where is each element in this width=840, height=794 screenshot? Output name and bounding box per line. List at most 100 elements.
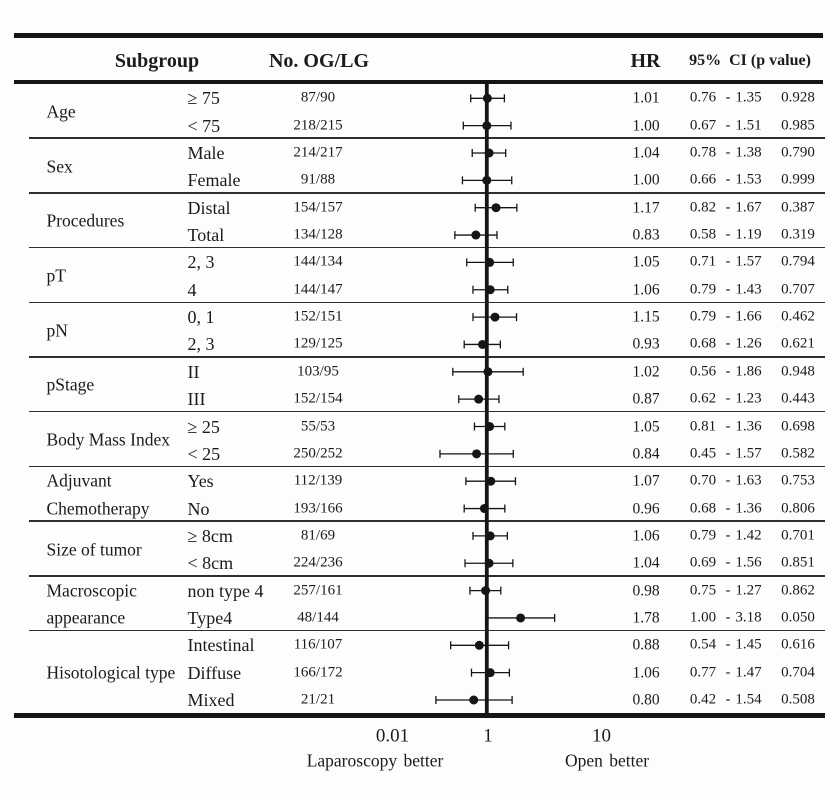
ci-low-cell: 0.75 (689, 582, 717, 599)
category-cell: < 75 (187, 115, 221, 136)
ci-low-cell: 1.00 (689, 609, 717, 626)
ci-low-cell: 0.67 (689, 117, 717, 134)
n-og-lg-cell: 218/215 (293, 117, 343, 134)
hr-marker (484, 558, 494, 568)
ci-high-cell: 1.42 (735, 527, 762, 544)
p-value-cell: 0.851 (781, 554, 815, 571)
ci-high-cell: 1.23 (735, 390, 762, 407)
category-cell: Diffuse (187, 662, 242, 683)
ci-dash: - (725, 527, 731, 544)
p-value-cell: 0.794 (781, 253, 815, 270)
group-separator-line (29, 575, 825, 577)
n-og-lg-cell: 224/236 (293, 554, 343, 571)
ci-dash: - (725, 308, 731, 325)
n-og-lg-cell: 134/128 (293, 226, 343, 243)
hr-cell: 0.84 (632, 445, 660, 463)
ci-high-cell: 1.57 (735, 445, 762, 462)
group-separator-line (29, 356, 825, 358)
ci-high-cell: 1.38 (735, 144, 762, 161)
ci-high-cell: 1.56 (735, 554, 762, 571)
hr-marker (485, 531, 495, 541)
hr-marker (485, 422, 495, 431)
x-axis-tick-label: 0.01 (375, 725, 410, 746)
p-value-cell: 0.806 (781, 500, 815, 517)
category-cell: Mixed (187, 690, 235, 710)
ci-high-cell: 1.19 (735, 226, 762, 243)
ci-low-cell: 0.76 (689, 89, 717, 106)
hr-marker (471, 230, 481, 240)
ci-dash: - (725, 171, 731, 188)
ci-dash: - (725, 144, 731, 161)
group-separator-line (29, 246, 825, 249)
group-label-line: Adjuvant (46, 470, 112, 491)
ci-low-cell: 0.66 (689, 171, 717, 188)
category-cell: < 8cm (187, 553, 234, 574)
p-value-cell: 0.508 (781, 691, 815, 708)
category-cell: Total (187, 225, 225, 246)
hr-marker (482, 175, 492, 185)
ci-high-cell: 3.18 (735, 609, 762, 626)
p-value-cell: 0.443 (781, 390, 815, 407)
ci-dash: - (725, 691, 731, 708)
hr-cell: 0.88 (632, 636, 660, 654)
group-separator-line (29, 520, 825, 522)
hr-marker (516, 613, 526, 623)
ci-dash: - (725, 418, 731, 434)
p-value-cell: 0.928 (781, 89, 815, 106)
p-value-cell: 0.999 (781, 171, 815, 188)
ci-low-cell: 0.70 (689, 472, 717, 489)
ci-high-cell: 1.47 (735, 664, 762, 681)
p-value-cell: 0.387 (781, 199, 815, 216)
category-cell: 4 (187, 279, 197, 300)
axis-rule (14, 713, 825, 718)
ci-low-cell: 0.56 (689, 363, 717, 380)
column-header-ci-p-value: 95% CI (p value) (689, 52, 811, 69)
n-og-lg-cell: 144/147 (293, 281, 343, 298)
ci-high-cell: 1.51 (735, 117, 762, 134)
ci-dash: - (725, 390, 731, 407)
ci-dash: - (725, 664, 731, 681)
ci-high-cell: 1.57 (735, 253, 762, 270)
ci-dash: - (725, 582, 731, 599)
x-axis-tick-label: 1 (483, 725, 493, 746)
p-value-cell: 0.462 (781, 308, 815, 325)
ci-dash: - (725, 335, 731, 352)
n-og-lg-cell: 152/151 (293, 308, 343, 325)
category-cell: 2, 3 (187, 252, 215, 273)
n-og-lg-cell: 214/217 (293, 144, 343, 161)
category-cell: II (187, 361, 200, 382)
hr-cell: 1.01 (632, 89, 660, 107)
ci-low-cell: 0.79 (689, 527, 717, 544)
ci-high-cell: 1.86 (735, 363, 762, 380)
group-separator-line (29, 410, 825, 413)
ci-low-cell: 0.79 (689, 281, 717, 298)
n-og-lg-cell: 250/252 (293, 445, 343, 462)
group-separator-line (29, 137, 825, 139)
ci-low-cell: 0.78 (689, 144, 717, 161)
ci-high-cell: 1.54 (735, 691, 762, 708)
group-separator-line (29, 301, 825, 304)
hr-marker (491, 203, 501, 213)
hr-cell: 0.98 (632, 581, 660, 599)
column-header-no-og-lg: No. OG/LG (268, 50, 370, 72)
hr-cell: 1.02 (632, 363, 660, 381)
category-cell: Type4 (187, 607, 233, 628)
category-cell: Distal (187, 197, 231, 218)
p-value-cell: 0.862 (781, 582, 815, 599)
hr-cell: 1.00 (632, 171, 660, 189)
group-label: Age (46, 101, 76, 122)
ci-high-cell: 1.43 (735, 281, 762, 298)
p-value-cell: 0.319 (781, 226, 815, 243)
n-og-lg-cell: 55/53 (300, 418, 336, 434)
ci-low-cell: 0.77 (689, 664, 717, 681)
top-rule (14, 33, 823, 38)
p-value-cell: 0.050 (781, 609, 815, 626)
hr-cell: 1.05 (632, 417, 660, 435)
p-value-cell: 0.985 (781, 117, 815, 134)
ci-dash: - (725, 281, 731, 298)
category-cell: ≥ 25 (187, 416, 220, 437)
ci-low-cell: 0.69 (689, 554, 717, 571)
group-label: Body Mass Index (46, 429, 170, 450)
